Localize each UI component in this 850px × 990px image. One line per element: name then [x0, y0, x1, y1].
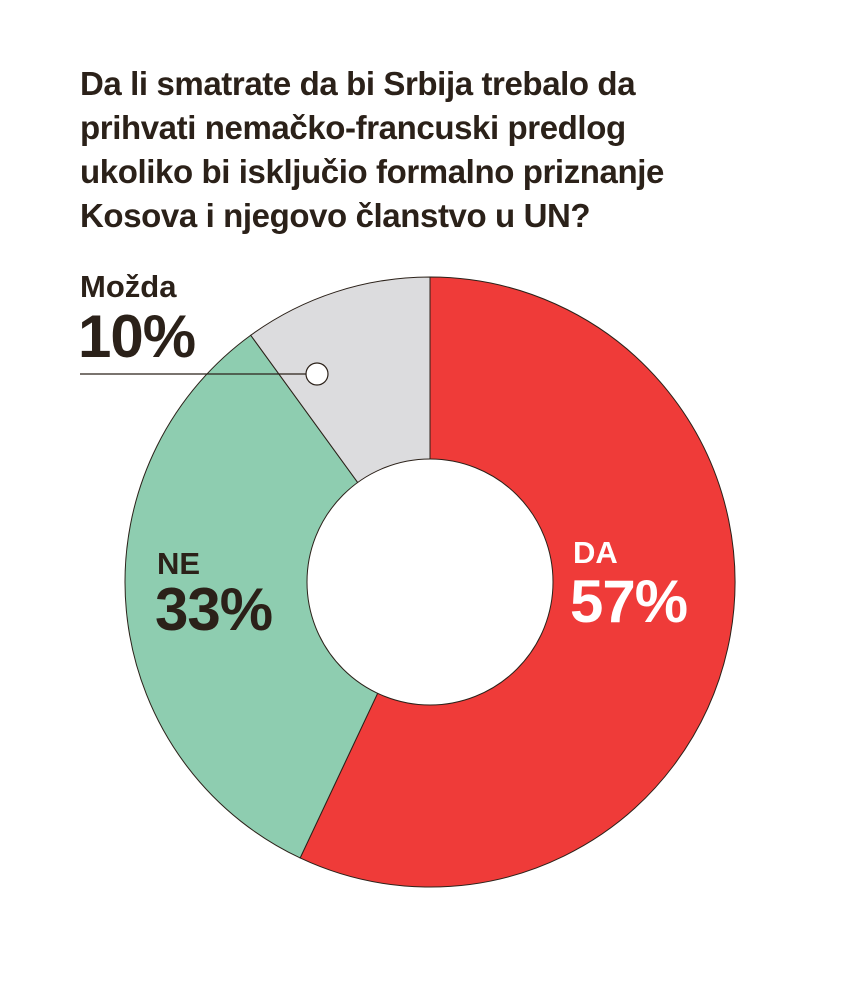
- slice-label-mozda: Možda: [80, 269, 177, 304]
- title-line: ukoliko bi isključio formalno priznanje: [80, 153, 664, 190]
- title-line: Kosova i njegovo članstvo u UN?: [80, 197, 591, 234]
- slice-value-ne: 33%: [155, 576, 272, 643]
- donut-hole: [306, 458, 554, 706]
- slice-value-da: 57%: [570, 568, 687, 635]
- title-line: Da li smatrate da bi Srbija trebalo da: [80, 65, 636, 102]
- title-line: prihvati nemačko-francuski predlog: [80, 109, 626, 146]
- slice-ne: [124, 334, 431, 859]
- leader-dot: [305, 362, 329, 386]
- slice-value-mozda: 10%: [78, 303, 195, 370]
- chart-title: Da li smatrate da bi Srbija trebalo da p…: [80, 62, 780, 238]
- slice-label-ne: NE: [157, 546, 200, 581]
- slice-label-da: DA: [573, 535, 618, 570]
